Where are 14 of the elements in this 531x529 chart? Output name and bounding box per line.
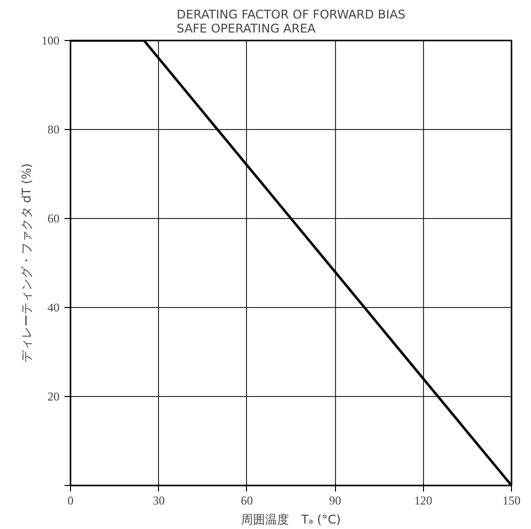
y-tick-label: 40 bbox=[48, 300, 60, 314]
x-tick-label: 150 bbox=[502, 494, 520, 508]
x-tick-label: 90 bbox=[329, 494, 342, 508]
x-axis-title: 周囲温度 Tₐ (°C) bbox=[241, 512, 341, 526]
y-tick-label: 60 bbox=[48, 212, 60, 226]
chart-title: DERATING FACTOR OF FORWARD BIAS SAFE OPERATING AREA bbox=[176, 8, 406, 36]
y-tick-label: 20 bbox=[48, 390, 60, 404]
x-tick-label: 30 bbox=[152, 494, 165, 508]
x-tick-label: 120 bbox=[414, 494, 432, 508]
y-tick-label: 80 bbox=[48, 122, 60, 136]
y-tick-label: 100 bbox=[42, 34, 60, 48]
x-tick-label: 0 bbox=[68, 494, 74, 508]
x-tick-label: 60 bbox=[240, 494, 253, 508]
y-axis-title: ディレーティング・ファクタ dT (%) bbox=[20, 163, 34, 363]
